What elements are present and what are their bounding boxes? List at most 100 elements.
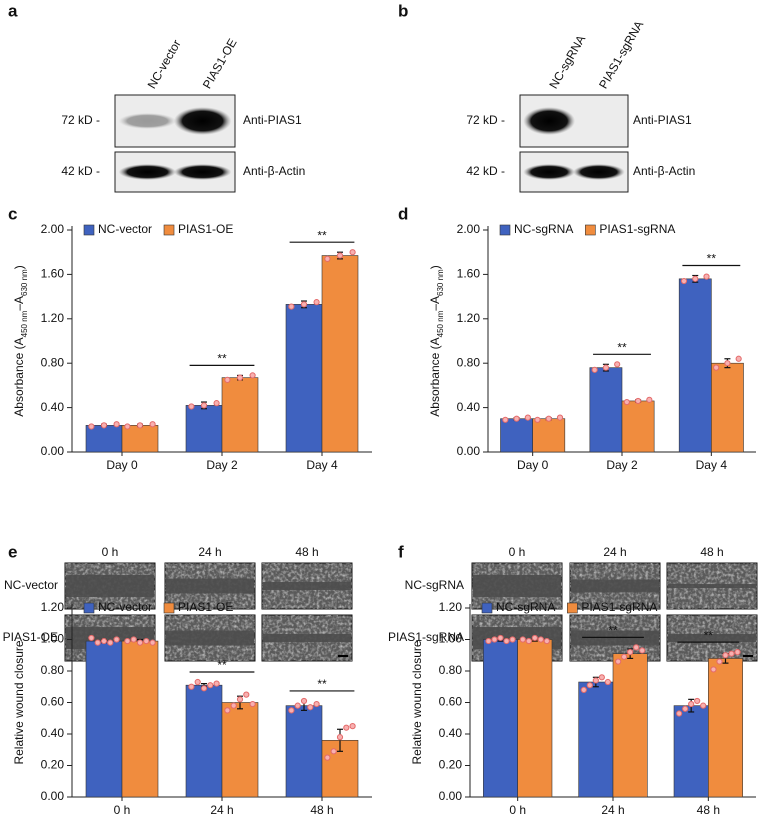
bar — [321, 255, 359, 453]
wound-gap — [166, 630, 254, 646]
y-axis-label: Absorbance (A450 nm–A630 nm) — [12, 265, 28, 416]
legend-swatch — [567, 602, 578, 614]
data-point — [288, 707, 295, 714]
data-point — [100, 422, 108, 429]
data-point — [623, 398, 630, 406]
legend-label: NC-sgRNA — [496, 600, 555, 614]
significance-label: ** — [317, 228, 327, 242]
bar — [85, 425, 123, 453]
y-axis-label-part: 630 nm — [436, 269, 445, 296]
y-tick-label: 0.80 — [439, 663, 463, 677]
y-axis-label-part: –A — [428, 296, 442, 311]
data-point — [513, 415, 520, 422]
data-point — [545, 415, 552, 422]
time-label: 0 h — [509, 545, 526, 559]
y-tick-label: 0.60 — [41, 695, 65, 709]
data-point — [591, 366, 598, 373]
data-point — [313, 700, 320, 708]
lane-label: NC-vector — [145, 37, 184, 91]
blot-band — [173, 107, 232, 135]
data-point — [639, 647, 646, 654]
data-point — [224, 376, 231, 383]
data-point — [224, 707, 231, 714]
data-point — [88, 423, 95, 430]
y-tick-label: 0.40 — [41, 400, 65, 414]
data-point — [534, 416, 541, 423]
significance-label: ** — [217, 352, 227, 366]
data-point — [728, 650, 735, 657]
data-point — [491, 636, 498, 643]
y-tick-label: 0.80 — [41, 355, 65, 369]
data-point — [136, 639, 144, 646]
data-point — [94, 639, 101, 646]
data-point — [236, 374, 244, 381]
data-point — [330, 748, 337, 755]
y-tick-label: 0.00 — [457, 444, 481, 458]
y-tick-label: 0.40 — [41, 726, 65, 740]
y-tick-label: 2.00 — [41, 222, 65, 236]
bar — [578, 681, 614, 798]
bar — [708, 658, 743, 798]
row-label: NC-vector — [4, 578, 58, 592]
data-point — [149, 421, 156, 428]
x-tick-label: Day 4 — [696, 458, 728, 472]
wound-gap — [571, 630, 659, 646]
wound-gap — [263, 582, 351, 590]
y-axis-label-part: Absorbance (A — [428, 337, 442, 416]
y-axis-label-part: 450 nm — [436, 310, 445, 337]
data-point — [502, 416, 509, 423]
panel-label: a — [8, 1, 18, 20]
wound-gap — [571, 579, 659, 593]
y-tick-label: 2.00 — [457, 222, 481, 236]
significance-label: ** — [707, 252, 717, 266]
data-point — [692, 275, 699, 282]
legend-label: PIAS1-sgRNA — [581, 600, 657, 614]
data-point — [188, 403, 195, 410]
bar — [711, 362, 744, 453]
y-tick-label: 1.20 — [41, 311, 65, 325]
significance-label: ** — [317, 677, 327, 691]
data-point — [525, 637, 532, 645]
legend-swatch — [499, 224, 511, 236]
blot-band — [118, 164, 177, 180]
x-tick-label: Day 0 — [517, 458, 549, 472]
y-tick-label: 1.00 — [439, 632, 463, 646]
y-axis-label: Relative wound closure — [12, 640, 26, 764]
data-point — [497, 634, 504, 642]
data-point — [485, 637, 492, 645]
y-tick-label: 0.40 — [457, 400, 481, 414]
data-point — [230, 702, 237, 709]
panel-label: e — [8, 542, 17, 561]
y-axis-label: Relative wound closure — [410, 640, 424, 764]
data-point — [543, 637, 550, 645]
data-point — [694, 697, 701, 705]
data-point — [592, 677, 599, 684]
bar — [121, 425, 159, 453]
lane-label: NC-sgRNA — [546, 33, 588, 91]
blot-band — [523, 107, 576, 135]
wound-gap — [668, 584, 756, 588]
y-tick-label: 0.80 — [41, 663, 65, 677]
y-axis-label-part: Relative wound closure — [410, 640, 424, 764]
y-tick-label: 1.00 — [41, 632, 65, 646]
bar — [121, 640, 159, 798]
legend-label: PIAS1-sgRNA — [599, 222, 675, 236]
panel-label: f — [398, 542, 404, 561]
data-point — [537, 636, 544, 643]
bar — [532, 418, 566, 453]
y-axis-label-part: Absorbance (A — [12, 337, 26, 416]
data-point — [615, 658, 622, 665]
data-point — [724, 360, 731, 367]
bar — [85, 640, 123, 798]
time-label: 0 h — [102, 545, 119, 559]
significance-label: ** — [704, 628, 714, 642]
wound-gap — [668, 634, 756, 642]
data-point — [680, 277, 688, 285]
data-point — [524, 414, 531, 421]
marker-label: 42 kD - — [61, 164, 100, 178]
data-point — [249, 700, 256, 708]
data-point — [136, 422, 144, 429]
y-tick-label: 0.00 — [439, 789, 463, 803]
scale-bar — [743, 655, 753, 657]
legend-swatch — [83, 224, 95, 236]
